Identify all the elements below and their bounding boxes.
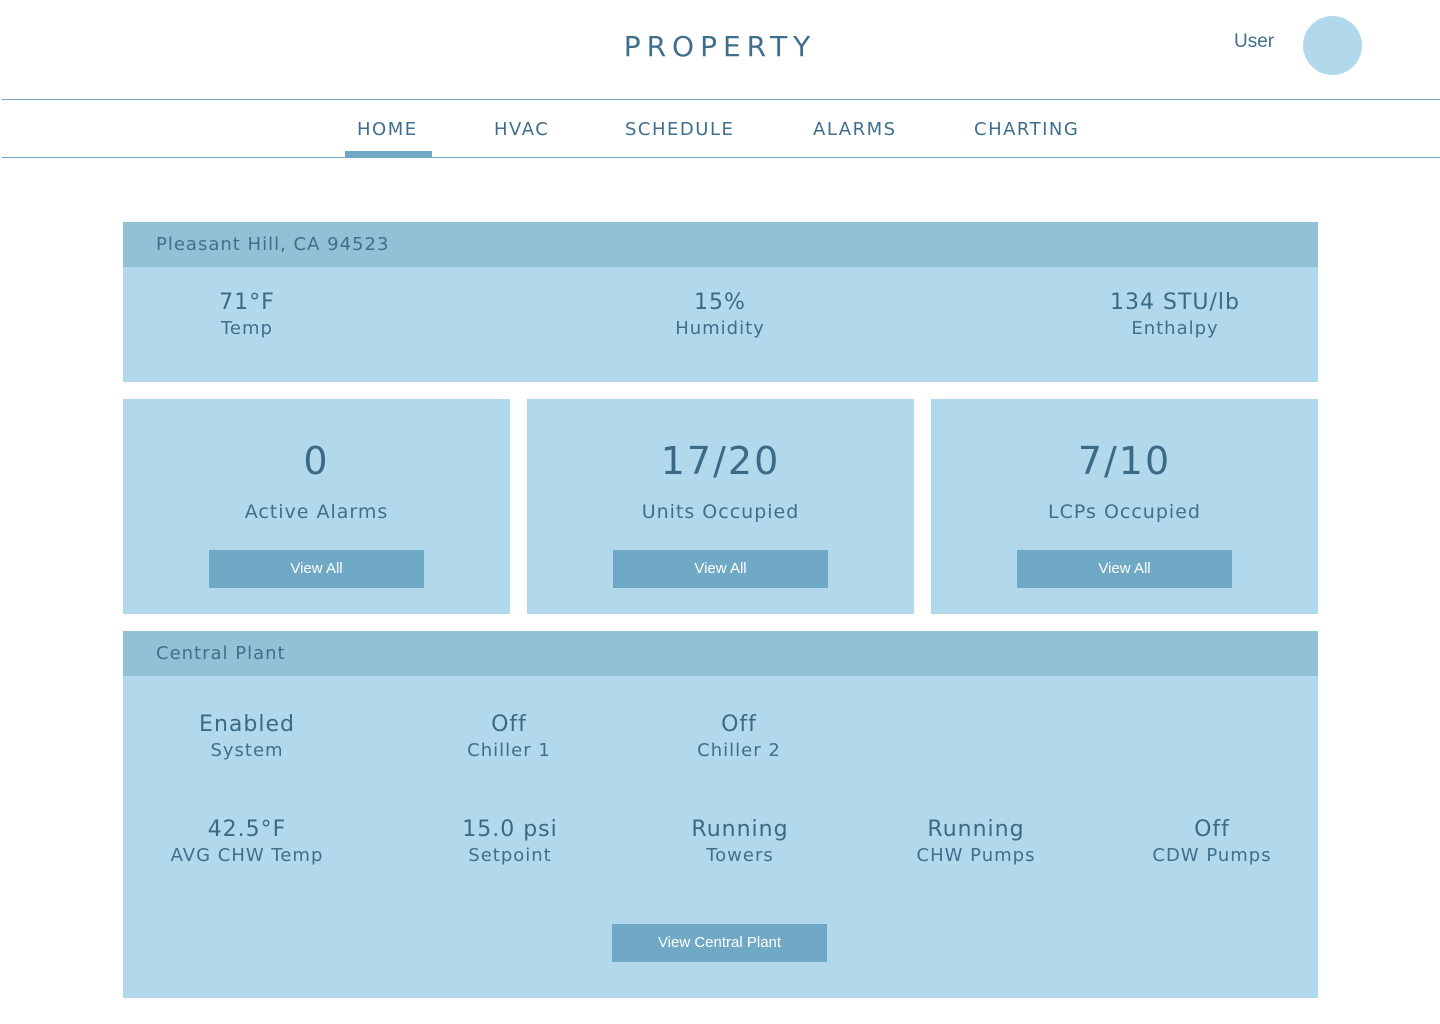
central-plant-title: Central Plant xyxy=(156,643,286,664)
app-header: PROPERTY User xyxy=(0,0,1440,100)
cdw-pumps-value: Off xyxy=(1194,817,1230,842)
temp-stat: 71°F Temp xyxy=(219,290,275,342)
active-alarms-value: 0 xyxy=(303,439,330,483)
enthalpy-value: 134 STU/lb xyxy=(1110,290,1240,315)
tab-charting[interactable]: CHARTING xyxy=(974,119,1080,140)
nav-divider xyxy=(2,157,1440,158)
chw-pumps-value: Running xyxy=(927,817,1025,842)
humidity-stat: 15% Humidity xyxy=(675,290,765,342)
system-value: Enabled xyxy=(199,712,295,737)
user-label[interactable]: User xyxy=(1234,31,1275,52)
chw-pumps-label: CHW Pumps xyxy=(916,845,1036,866)
main-nav: HOME HVAC SCHEDULE ALARMS CHARTING xyxy=(0,100,1440,157)
avg-chw-temp-stat: 42.5°F AVG CHW Temp xyxy=(171,817,324,869)
setpoint-value: 15.0 psi xyxy=(462,817,558,842)
view-all-lcps-button[interactable]: View All xyxy=(1017,550,1232,588)
towers-label: Towers xyxy=(706,845,774,866)
units-occupied-label: Units Occupied xyxy=(641,501,800,523)
humidity-label: Humidity xyxy=(675,318,765,339)
chiller-1-value: Off xyxy=(491,712,527,737)
central-plant-header: Central Plant xyxy=(123,631,1318,676)
system-label: System xyxy=(210,740,284,761)
towers-stat: Running Towers xyxy=(691,817,788,869)
chiller-1-label: Chiller 1 xyxy=(467,740,551,761)
setpoint-stat: 15.0 psi Setpoint xyxy=(462,817,558,869)
tab-schedule[interactable]: SCHEDULE xyxy=(625,119,735,140)
user-avatar[interactable] xyxy=(1303,16,1362,75)
units-occupied-value: 17/20 xyxy=(660,439,781,483)
view-all-alarms-button[interactable]: View All xyxy=(209,550,424,588)
active-tab-indicator xyxy=(345,151,432,158)
cdw-pumps-label: CDW Pumps xyxy=(1152,845,1272,866)
weather-panel: Pleasant Hill, CA 94523 71°F Temp 15% Hu… xyxy=(123,222,1318,382)
chw-pumps-stat: Running CHW Pumps xyxy=(917,817,1036,869)
system-stat: Enabled System xyxy=(199,712,295,764)
view-all-units-button[interactable]: View All xyxy=(613,550,828,588)
avg-chw-temp-value: 42.5°F xyxy=(207,817,287,842)
chiller-1-stat: Off Chiller 1 xyxy=(467,712,551,764)
tab-home[interactable]: HOME xyxy=(357,119,418,140)
central-plant-panel: Central Plant Enabled System Off Chiller… xyxy=(123,631,1318,998)
avg-chw-temp-label: AVG CHW Temp xyxy=(170,845,324,866)
active-alarms-card: 0 Active Alarms View All xyxy=(123,399,510,614)
lcps-occupied-label: LCPs Occupied xyxy=(1048,501,1201,523)
towers-value: Running xyxy=(691,817,789,842)
view-central-plant-button[interactable]: View Central Plant xyxy=(612,924,827,962)
cdw-pumps-stat: Off CDW Pumps xyxy=(1152,817,1271,869)
units-occupied-card: 17/20 Units Occupied View All xyxy=(527,399,914,614)
chiller-2-label: Chiller 2 xyxy=(697,740,781,761)
enthalpy-stat: 134 STU/lb Enthalpy xyxy=(1110,290,1240,342)
location-label: Pleasant Hill, CA 94523 xyxy=(156,234,390,255)
header-divider xyxy=(2,99,1440,100)
temp-value: 71°F xyxy=(219,290,275,315)
tab-alarms[interactable]: ALARMS xyxy=(813,119,897,140)
lcps-occupied-card: 7/10 LCPs Occupied View All xyxy=(931,399,1318,614)
property-title: PROPERTY xyxy=(623,30,817,63)
temp-label: Temp xyxy=(221,318,273,339)
active-alarms-label: Active Alarms xyxy=(244,501,389,523)
lcps-occupied-value: 7/10 xyxy=(1077,439,1172,483)
humidity-value: 15% xyxy=(694,290,746,315)
setpoint-label: Setpoint xyxy=(468,845,552,866)
chiller-2-stat: Off Chiller 2 xyxy=(697,712,781,764)
weather-panel-header: Pleasant Hill, CA 94523 xyxy=(123,222,1318,267)
enthalpy-label: Enthalpy xyxy=(1131,318,1219,339)
tab-hvac[interactable]: HVAC xyxy=(494,119,550,140)
chiller-2-value: Off xyxy=(721,712,757,737)
